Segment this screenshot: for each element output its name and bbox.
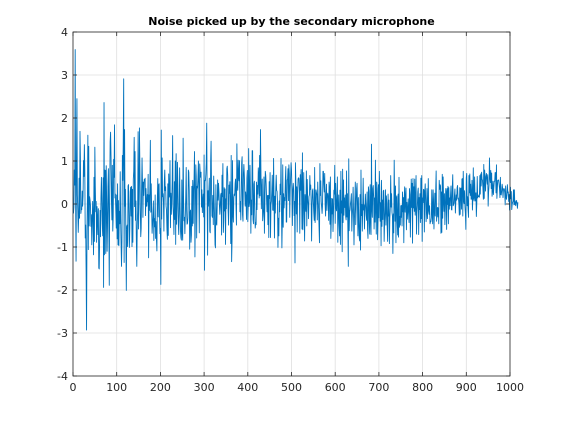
y-tick-label: 0 [61,198,68,211]
y-tick-label: -1 [57,241,68,254]
x-tick-label: 100 [106,381,127,394]
x-tick-label: 400 [237,381,258,394]
series-layer [72,49,519,331]
noise-series-line [72,49,519,331]
x-tick-label: 300 [194,381,215,394]
tick-labels: 0 100 200 300 400 500 600 700 800 900 1000 -4 -3 -2 -1… [57,26,524,394]
x-tick-label: 600 [325,381,346,394]
y-tick-label: -3 [57,327,68,340]
y-tick-label: 1 [61,155,68,168]
axes-box [72,31,511,377]
y-tick-label: 3 [61,69,68,82]
x-tick-label: 200 [150,381,171,394]
x-tick-label: 1000 [496,381,524,394]
x-tick-label: 500 [281,381,302,394]
y-tick-label: 4 [61,26,68,39]
x-tick-label: 900 [456,381,477,394]
x-tick-label: 0 [70,381,77,394]
y-tick-label: -2 [57,284,68,297]
x-tick-label: 800 [412,381,433,394]
x-tick-label: 700 [368,381,389,394]
chart-title: Noise picked up by the secondary microph… [148,15,434,28]
y-tick-label: -4 [57,370,68,383]
y-tick-label: 2 [61,112,68,125]
